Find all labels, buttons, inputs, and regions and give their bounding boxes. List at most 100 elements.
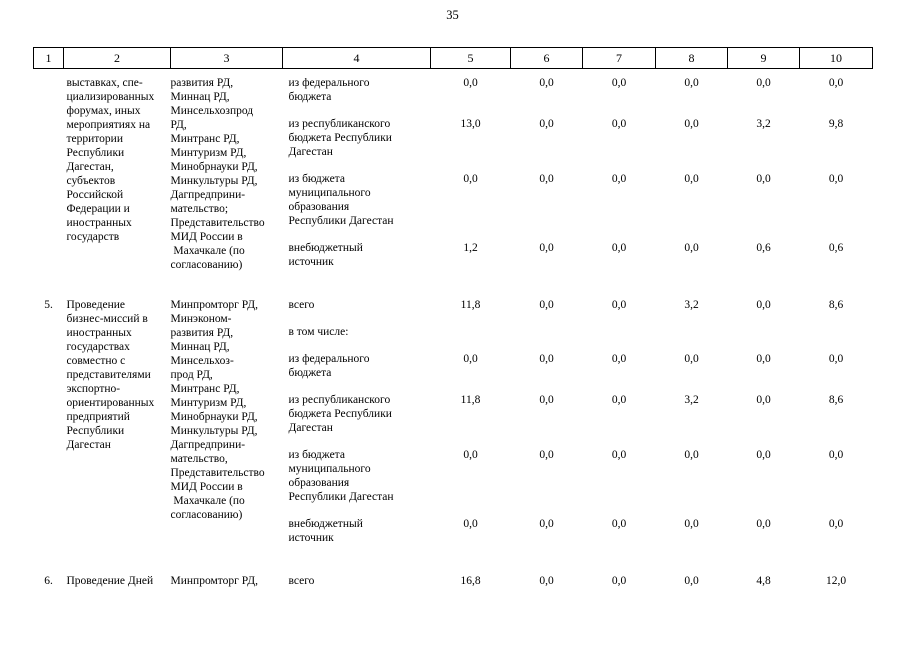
value-cell: 0,0	[611, 575, 627, 587]
table-row: внебюджетный источник 1,2 0,0 0,0 0,0 0,6 0,6	[34, 241, 873, 282]
value-cell: 0,6	[756, 242, 771, 254]
funding-source-label: из бюджета муниципального образования Ре…	[288, 449, 394, 503]
item-number: 5.	[44, 299, 53, 311]
value-cell: 0,0	[756, 394, 771, 406]
program-funding-table: 1 2 3 4 5 6 7 8 9 10 выставках, спе- циализирован…	[33, 47, 873, 601]
funding-source-label: внебюджетный источник	[288, 518, 363, 544]
value-cell: 16,8	[460, 575, 481, 587]
value-cell: 11,8	[460, 394, 481, 406]
table-row: внебюджетный источник 0,0 0,0 0,0 0,0 0,0 0,0	[34, 517, 873, 558]
value-cell: 3,2	[684, 394, 699, 406]
column-header-5: 5	[430, 47, 511, 69]
value-cell: 1,2	[463, 242, 478, 254]
funding-source-label: из федерального бюджета	[288, 77, 370, 103]
value-cell: 0,0	[611, 173, 627, 185]
value-cell: 12,0	[825, 575, 847, 587]
value-cell: 0,0	[684, 118, 699, 130]
value-cell: 0,0	[611, 242, 627, 254]
value-cell	[511, 325, 583, 352]
funding-source-label: в том числе:	[288, 326, 349, 338]
table-row: из бюджета муниципального образования Ре…	[34, 448, 873, 517]
value-cell: 0,0	[539, 518, 554, 530]
column-header-8: 8	[655, 47, 728, 69]
value-cell: 0,0	[828, 518, 844, 530]
table-row: из республиканского бюджета Республики Д…	[34, 117, 873, 172]
value-cell: 13,0	[460, 118, 481, 130]
value-cell: 9,8	[828, 118, 844, 130]
value-cell: 0,0	[756, 77, 771, 89]
value-cell: 0,0	[684, 449, 699, 461]
value-cell: 0,0	[611, 299, 627, 311]
value-cell	[800, 325, 873, 352]
value-cell: 0,0	[611, 118, 627, 130]
table-row: 5. Проведение бизнес-миссий в иностранных…	[34, 282, 873, 521]
table-row: из бюджета муниципального образования Ре…	[34, 172, 873, 241]
page-number: 35	[446, 8, 459, 22]
item-description: выставках, спе- циализированных форумах,…	[66, 77, 155, 243]
value-cell: 0,0	[756, 518, 771, 530]
value-cell: 8,6	[828, 394, 844, 406]
value-cell: 0,0	[539, 299, 554, 311]
value-cell: 0,0	[756, 353, 771, 365]
value-cell: 0,0	[756, 299, 771, 311]
value-cell: 0,0	[828, 353, 844, 365]
value-cell	[656, 325, 728, 352]
value-cell: 0,0	[539, 173, 554, 185]
value-cell: 0,0	[684, 353, 699, 365]
column-header-4: 4	[282, 47, 431, 69]
table-row: в том числе:	[34, 325, 873, 352]
value-cell: 4,8	[756, 575, 771, 587]
value-cell: 0,0	[684, 242, 699, 254]
value-cell: 0,0	[463, 449, 478, 461]
item-executors: развития РД, Миннац РД, Минсельхозпрод Р…	[170, 77, 265, 271]
funding-source-label: из федерального бюджета	[288, 353, 370, 379]
value-cell	[583, 325, 656, 352]
value-cell: 11,8	[460, 299, 481, 311]
value-cell: 8,6	[828, 299, 844, 311]
value-cell: 0,0	[611, 449, 627, 461]
table-header: 1 2 3 4 5 6 7 8 9 10	[33, 47, 873, 69]
value-cell: 0,0	[539, 242, 554, 254]
funding-source-label: из республиканского бюджета Республики Д…	[288, 394, 392, 434]
value-cell: 0,0	[463, 173, 478, 185]
column-header-10: 10	[799, 47, 873, 69]
funding-source-label: из бюджета муниципального образования Ре…	[288, 173, 394, 227]
value-cell: 0,0	[539, 77, 554, 89]
document-page: 35 1 2 3 4 5 6 7 8 9 10 выставках, спе- циализиро…	[0, 8, 905, 601]
column-header-2: 2	[63, 47, 171, 69]
item-description: Проведение Дней	[66, 575, 154, 587]
value-cell: 0,0	[684, 77, 699, 89]
value-cell: 0,0	[611, 353, 627, 365]
item-description: Проведение бизнес-миссий в иностранных г…	[66, 299, 155, 451]
value-cell	[728, 325, 800, 352]
value-cell: 0,0	[828, 449, 844, 461]
value-cell: 0,0	[611, 518, 627, 530]
funding-source-label: внебюджетный источник	[288, 242, 363, 268]
table-row: 6. Проведение Дней Минпромторг РД, всего 16,…	[34, 558, 873, 601]
column-header-7: 7	[582, 47, 656, 69]
column-header-3: 3	[170, 47, 283, 69]
table-row: из республиканского бюджета Республики Д…	[34, 393, 873, 448]
value-cell: 0,0	[463, 353, 478, 365]
value-cell: 0,0	[828, 77, 844, 89]
table-header-row: 1 2 3 4 5 6 7 8 9 10	[33, 47, 873, 69]
value-cell: 0,0	[539, 394, 554, 406]
value-cell: 0,0	[756, 449, 771, 461]
item-number	[34, 69, 64, 283]
value-cell	[431, 325, 511, 352]
value-cell: 0,0	[539, 449, 554, 461]
value-cell: 3,2	[756, 118, 771, 130]
value-cell: 0,0	[611, 394, 627, 406]
table-row: выставках, спе- циализированных форумах,…	[34, 69, 873, 271]
value-cell: 3,2	[684, 299, 699, 311]
value-cell: 0,0	[611, 77, 627, 89]
item-executors: Минпромторг РД, Минэконом- развития РД, …	[170, 299, 265, 521]
value-cell: 0,0	[684, 575, 699, 587]
item-number: 6.	[44, 575, 53, 587]
column-header-1: 1	[33, 47, 64, 69]
item-executors: Минпромторг РД,	[170, 575, 258, 587]
value-cell: 0,0	[684, 173, 699, 185]
value-cell: 0,0	[539, 575, 554, 587]
value-cell: 0,0	[463, 518, 478, 530]
value-cell: 0,0	[539, 353, 554, 365]
